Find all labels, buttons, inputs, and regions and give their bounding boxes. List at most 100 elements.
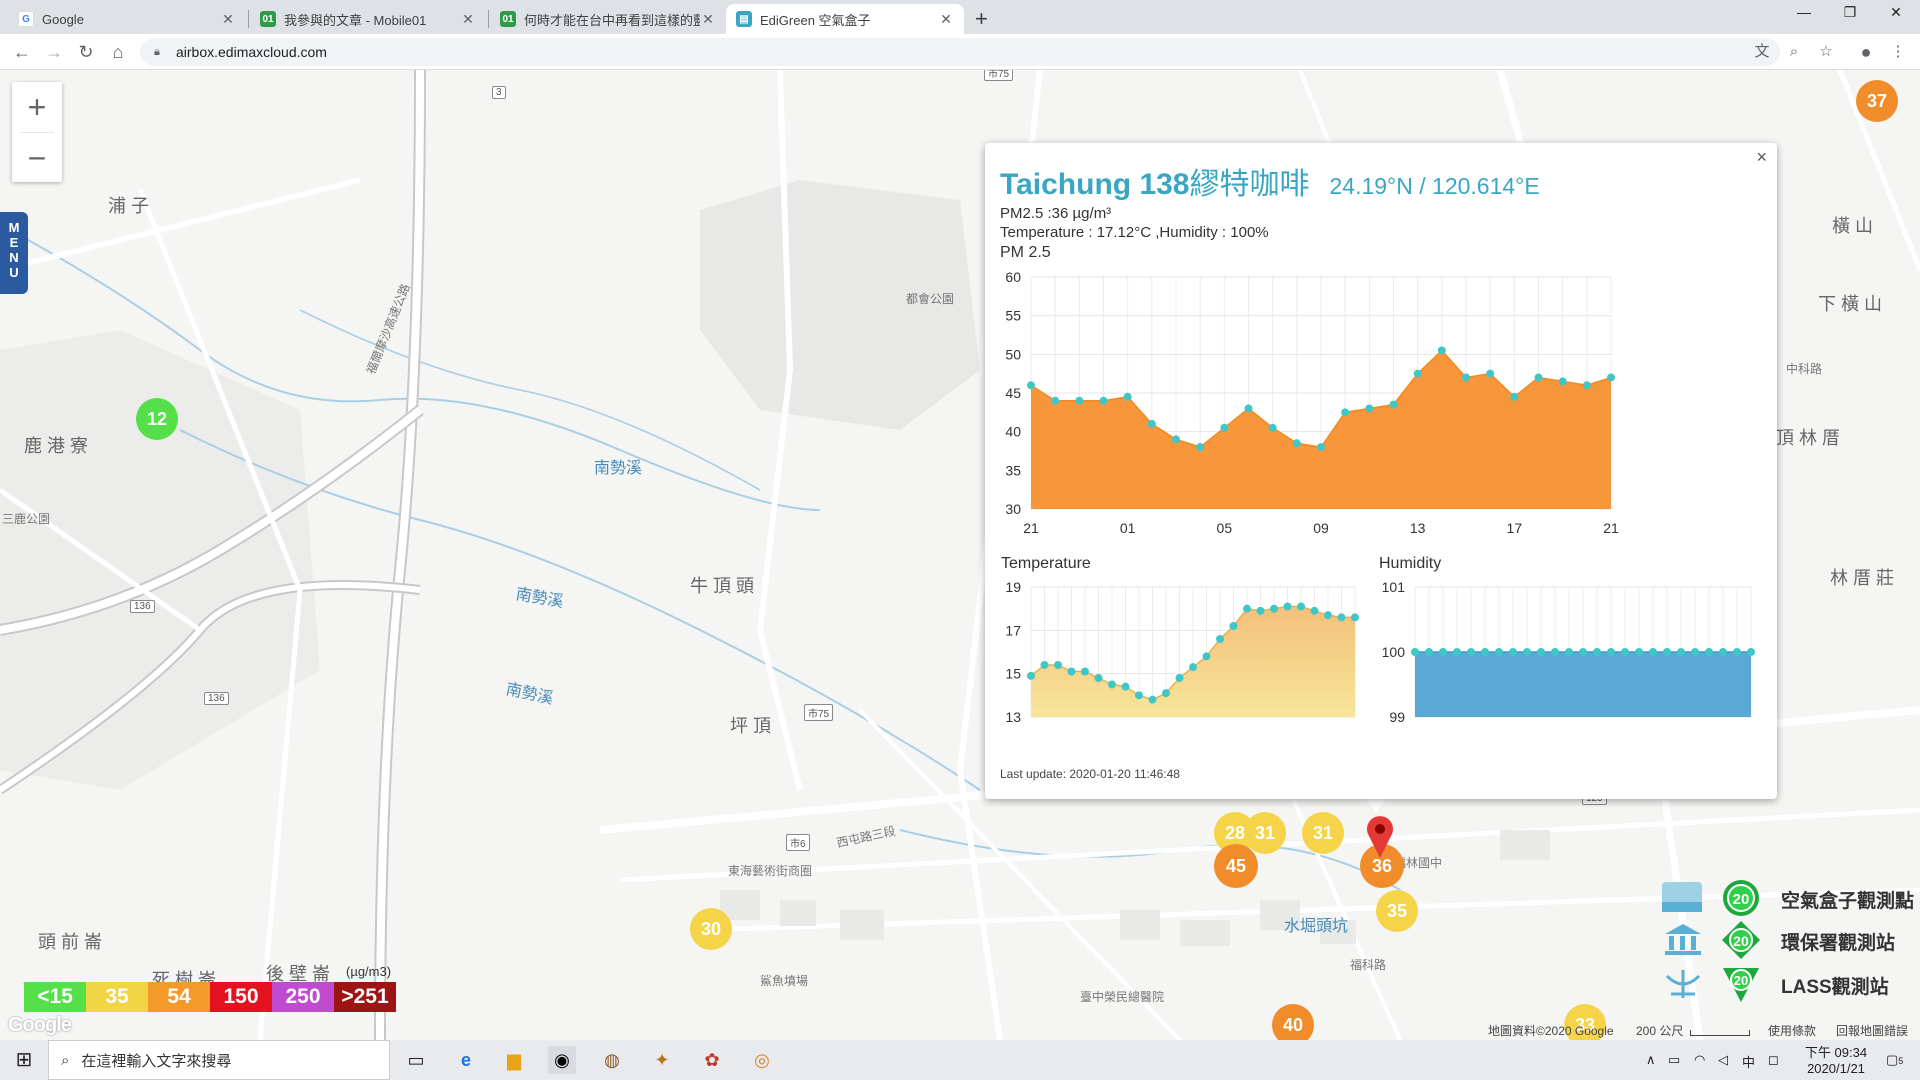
tab-mobile01-bluesky[interactable]: 01 何時才能在台中再看到這樣的藍天 ✕ <box>490 4 726 34</box>
aqi-marker[interactable]: 31 <box>1302 812 1344 854</box>
data-point <box>1148 695 1157 704</box>
file-explorer-icon[interactable]: ▆ <box>507 1050 521 1070</box>
task-view-icon[interactable]: ▭ <box>407 1050 425 1070</box>
windows-start-icon[interactable]: ⊞ <box>15 1049 33 1071</box>
home-icon[interactable]: ⌂ <box>112 42 124 62</box>
legend-lass[interactable]: 20 LASS觀測站 <box>1655 964 1920 1004</box>
aqi-marker[interactable]: 45 <box>1214 844 1258 888</box>
legend-label: LASS觀測站 <box>1781 977 1889 998</box>
road-shield: 市6 <box>786 834 810 851</box>
data-point <box>1310 606 1319 615</box>
app-icon[interactable]: ✦ <box>654 1050 670 1070</box>
bookmark-star-icon[interactable]: ☆ <box>1819 43 1833 60</box>
data-point <box>1027 381 1035 390</box>
volume-icon[interactable]: ◁ <box>1718 1052 1728 1067</box>
aqi-marker[interactable]: 30 <box>690 908 732 950</box>
data-point <box>1593 648 1601 656</box>
close-tab-icon[interactable]: ✕ <box>222 10 234 27</box>
series-area <box>1031 606 1355 717</box>
close-tab-icon[interactable]: ✕ <box>702 10 714 27</box>
tab-edigreen[interactable]: ▤ EdiGreen 空氣盒子 ✕ <box>726 4 964 34</box>
edge-icon[interactable]: e <box>460 1050 471 1070</box>
address-bar[interactable]: 🔒︎ airbox.edimaxcloud.com <box>140 38 1780 66</box>
new-tab-button[interactable]: + <box>975 6 988 31</box>
battery-icon[interactable]: ▭ <box>1668 1052 1681 1067</box>
data-point <box>1413 369 1422 378</box>
app-icon[interactable]: ✿ <box>704 1050 720 1070</box>
zoom-out-button[interactable]: − <box>27 140 47 176</box>
back-arrow-icon[interactable]: ← <box>13 42 31 62</box>
tab-mobile01-articles[interactable]: 01 我參與的文章 - Mobile01 ✕ <box>250 4 486 34</box>
network-icon[interactable]: ◠ <box>1694 1052 1706 1067</box>
reload-icon[interactable]: ↻ <box>78 42 94 62</box>
map-label: 橫 山 <box>1832 216 1874 236</box>
map-label: 鹿 港 寮 <box>24 436 89 456</box>
profile-icon[interactable]: ● <box>1860 42 1872 62</box>
report-map-error-link[interactable]: 回報地圖錯誤 <box>1836 1024 1909 1038</box>
zoom-control: + − <box>12 82 62 182</box>
tab-title: 何時才能在台中再看到這樣的藍天 <box>524 12 700 28</box>
data-point <box>1220 423 1229 432</box>
restore-button[interactable]: ❐ <box>1843 4 1857 20</box>
legend-airbox[interactable]: 20 空氣盒子觀測點 <box>1655 878 1920 918</box>
zoom-in-button[interactable]: + <box>27 89 47 125</box>
chrome-icon[interactable]: ◉ <box>548 1046 576 1074</box>
close-tab-icon[interactable]: ✕ <box>940 10 952 27</box>
legend-epa[interactable]: 20 環保署觀測站 <box>1655 920 1920 960</box>
ime-mode-icon[interactable]: ◻ <box>1768 1052 1779 1067</box>
map-label: 浦 子 <box>108 196 150 216</box>
data-point <box>1747 648 1755 656</box>
menu-dots-icon[interactable]: ⋮ <box>1890 43 1906 60</box>
data-point <box>1094 674 1103 682</box>
zoom-icon[interactable]: ⌕ <box>1789 43 1799 60</box>
map-pin-icon[interactable] <box>1365 814 1395 858</box>
data-point <box>1439 648 1447 656</box>
clock-date: 2020/1/21 <box>1807 1061 1865 1076</box>
map-label: 鯊魚墳場 <box>760 974 809 988</box>
window-close-button[interactable]: ✕ <box>1890 4 1902 20</box>
aqi-marker[interactable]: 37 <box>1856 80 1898 122</box>
svg-text:20: 20 <box>1733 933 1749 949</box>
aqi-marker[interactable]: 35 <box>1376 890 1418 932</box>
close-tab-icon[interactable]: ✕ <box>462 10 474 27</box>
x-tick-label: 09 <box>1313 520 1329 536</box>
ime-indicator[interactable]: 中 <box>1742 1055 1756 1070</box>
aqi-marker[interactable]: 31 <box>1244 812 1286 854</box>
aqi-legend-cell: 150 <box>210 982 272 1012</box>
aqi-marker[interactable]: 33 <box>1564 1004 1606 1040</box>
forward-arrow-icon[interactable]: → <box>45 42 63 62</box>
data-point <box>1509 648 1517 656</box>
tab-google[interactable]: G Google ✕ <box>8 4 246 34</box>
map-scale[interactable]: 200 公尺 <box>1636 1024 1684 1038</box>
aqi-marker[interactable]: 12 <box>136 398 178 440</box>
popup-close-button[interactable]: × <box>1756 147 1767 167</box>
app-icon[interactable]: ◍ <box>604 1050 620 1070</box>
map-label: 南勢溪 <box>594 460 643 477</box>
data-point <box>1510 392 1519 401</box>
taskbar-search-box[interactable]: ⌕ 在這裡輸入文字來搜尋 <box>48 1040 390 1080</box>
browser-toolbar: ← → ↻ ⌂ 🔒︎ airbox.edimaxcloud.com 文 ⌕ ☆ … <box>0 34 1920 70</box>
minimize-button[interactable]: — <box>1797 4 1811 20</box>
series-area <box>1031 350 1611 509</box>
notification-icon[interactable]: ▢5 <box>1886 1052 1904 1067</box>
data-point <box>1462 373 1470 382</box>
y-tick-label: 100 <box>1382 644 1406 660</box>
clock[interactable]: 下午 09:34 2020/1/21 <box>1796 1042 1876 1076</box>
tray-chevron-icon[interactable]: ∧ <box>1646 1052 1656 1067</box>
map-label: 中科路 <box>1786 362 1823 376</box>
terms-link[interactable]: 使用條款 <box>1768 1024 1817 1038</box>
translate-icon[interactable]: 文 <box>1754 43 1770 60</box>
y-tick-label: 55 <box>1005 308 1021 324</box>
x-tick-label: 13 <box>1410 520 1426 536</box>
y-tick-label: 17 <box>1005 622 1021 638</box>
blender-icon[interactable]: ◎ <box>754 1050 770 1070</box>
map-label: 坪 頂 <box>730 716 772 736</box>
data-point <box>1297 602 1305 611</box>
data-point <box>1067 667 1076 676</box>
last-update: Last update: 2020-01-20 11:46:48 <box>1000 767 1180 781</box>
map-label: 後 壁 崙 <box>266 964 331 984</box>
data-point <box>1677 648 1685 656</box>
data-point <box>1341 408 1350 417</box>
aqi-marker[interactable]: 40 <box>1272 1004 1314 1040</box>
